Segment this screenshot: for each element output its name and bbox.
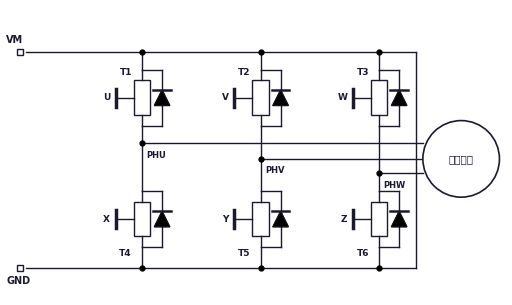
Text: PHV: PHV — [265, 166, 285, 175]
Bar — [17, 49, 24, 56]
Polygon shape — [273, 211, 288, 227]
Text: T1: T1 — [119, 68, 132, 77]
Text: Y: Y — [222, 214, 229, 224]
Text: T4: T4 — [119, 249, 132, 258]
Polygon shape — [154, 211, 170, 227]
Text: W: W — [337, 93, 347, 102]
Text: T6: T6 — [356, 249, 369, 258]
Text: T5: T5 — [238, 249, 250, 258]
Text: V: V — [222, 93, 229, 102]
Bar — [17, 265, 24, 271]
Text: PHW: PHW — [383, 181, 406, 190]
Polygon shape — [273, 90, 288, 106]
Text: T2: T2 — [238, 68, 250, 77]
Polygon shape — [391, 211, 407, 227]
Bar — [134, 81, 150, 115]
Bar — [252, 202, 269, 236]
Text: U: U — [103, 93, 110, 102]
Text: T3: T3 — [356, 68, 369, 77]
Text: GND: GND — [6, 276, 30, 285]
Circle shape — [423, 120, 499, 197]
Text: Z: Z — [340, 214, 347, 224]
Text: 无刻电机: 无刻电机 — [449, 154, 474, 164]
Bar — [371, 81, 387, 115]
Text: PHU: PHU — [146, 151, 166, 160]
Text: VM: VM — [6, 35, 23, 45]
Polygon shape — [154, 90, 170, 106]
Polygon shape — [391, 90, 407, 106]
Bar — [252, 81, 269, 115]
Bar — [134, 202, 150, 236]
Bar — [371, 202, 387, 236]
Text: X: X — [103, 214, 110, 224]
